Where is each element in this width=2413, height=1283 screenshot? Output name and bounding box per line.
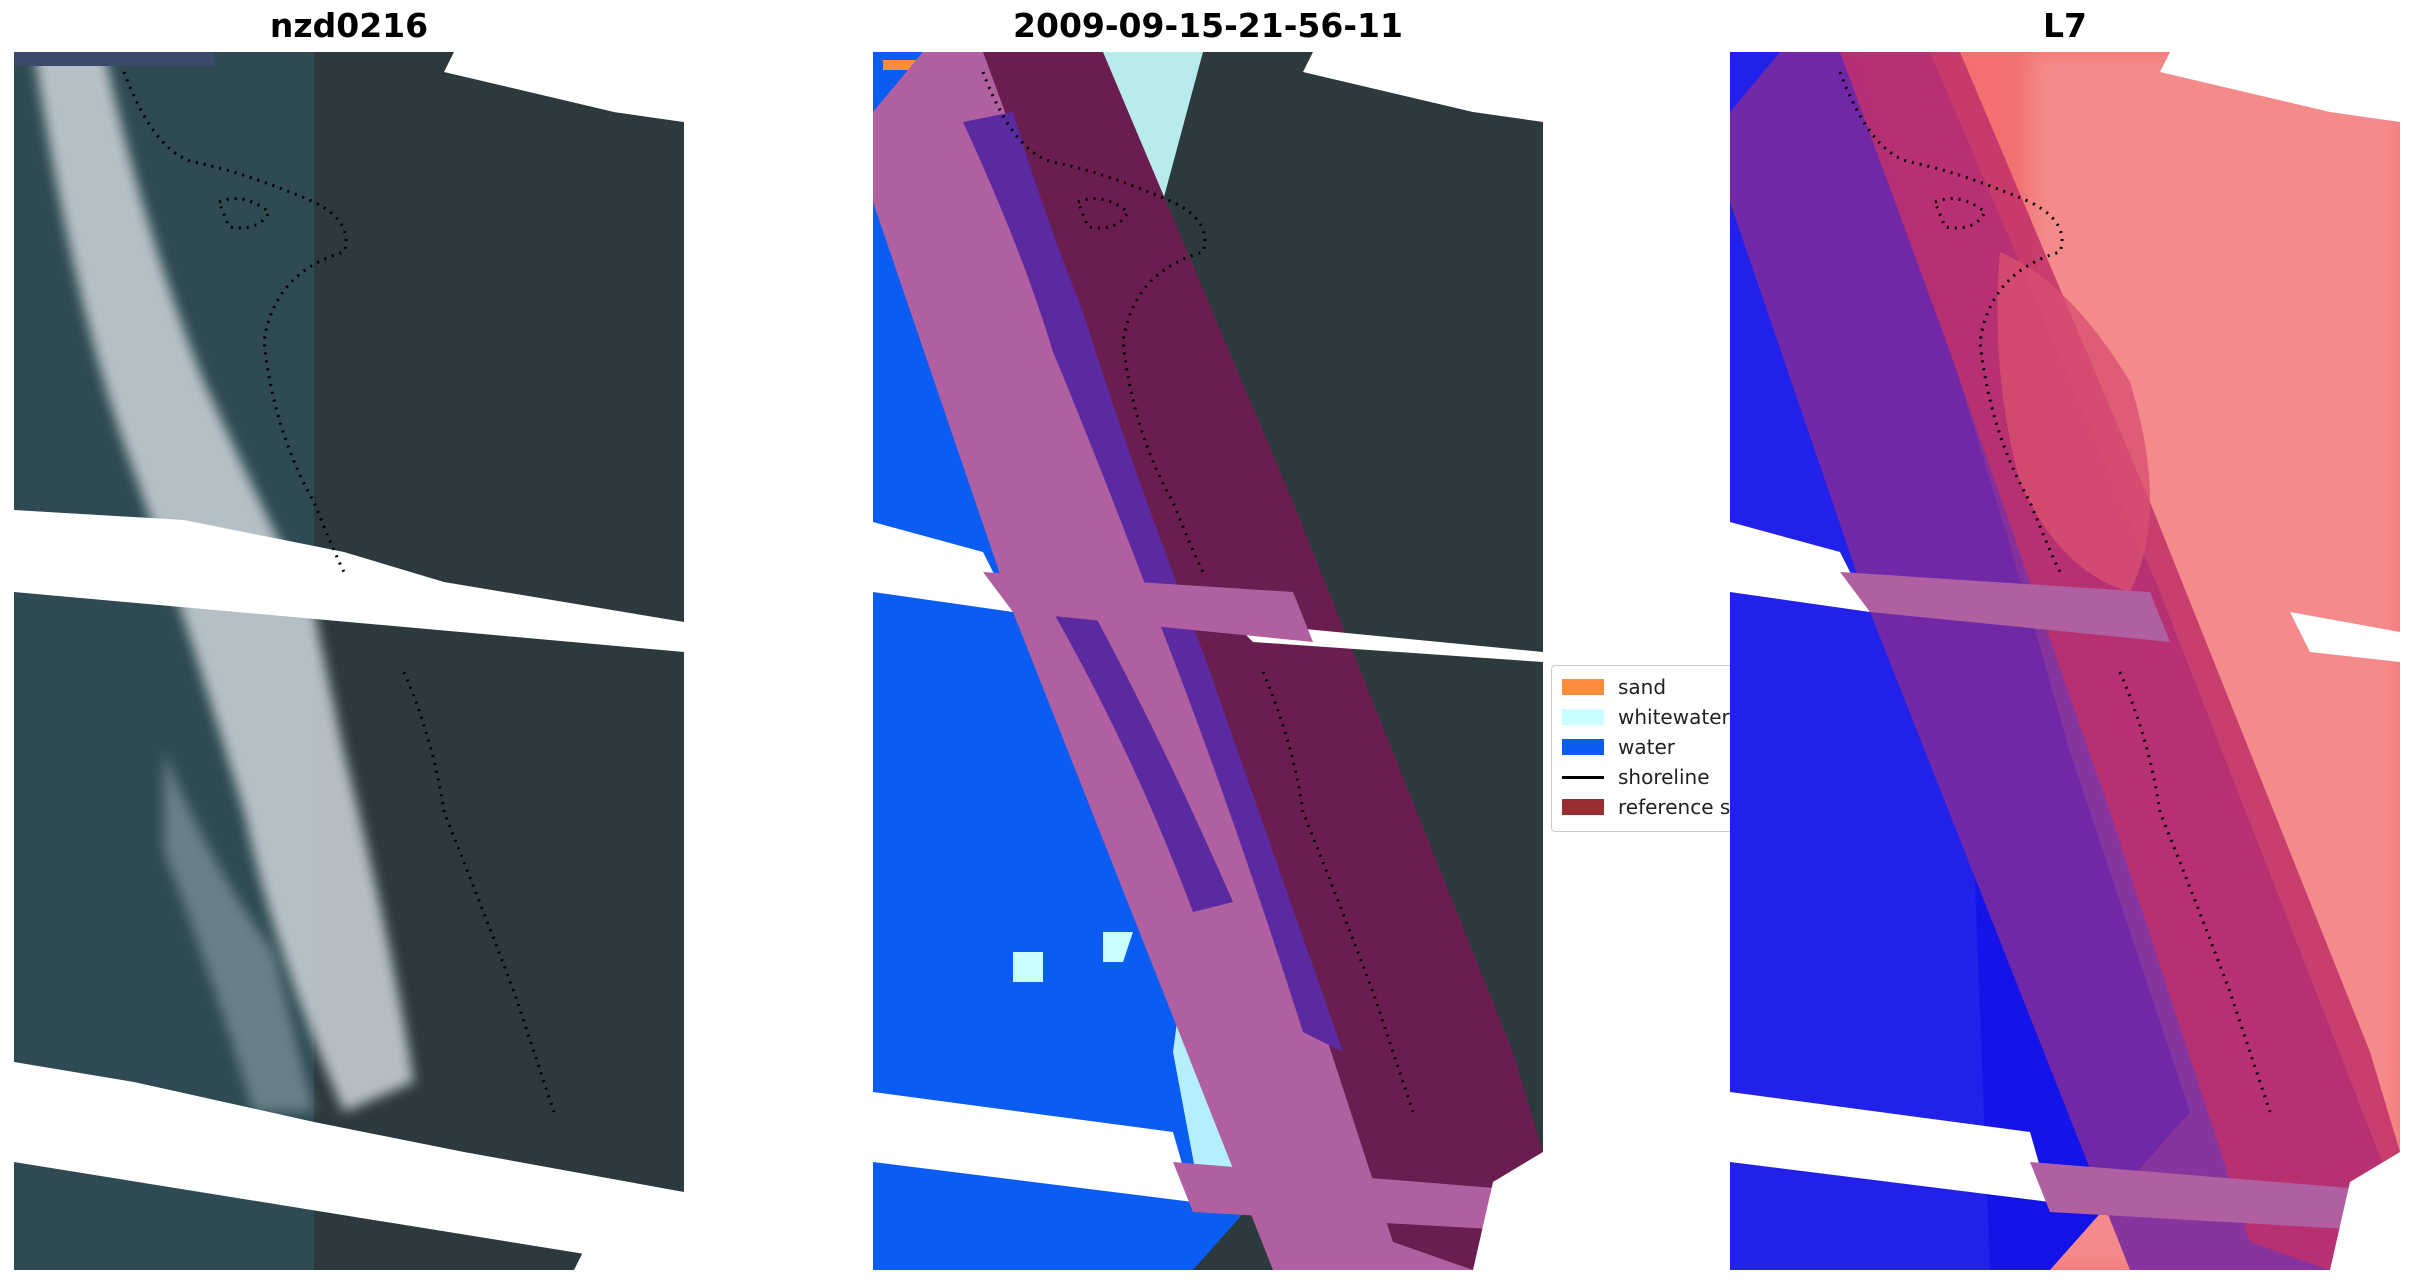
legend-label-reference: reference s [1618,795,1731,819]
legend-label-shoreline: shoreline [1618,765,1710,789]
panel-title-rgb: nzd0216 [269,6,429,45]
legend: sand whitewater water shoreline referenc… [1551,665,1733,832]
reference-swatch [1562,799,1604,815]
legend-item-shoreline: shoreline [1562,764,1710,790]
panel-title-index: L7 [2043,6,2087,45]
legend-item-whitewater: whitewater [1562,704,1730,730]
water-swatch [1562,739,1604,755]
sand-swatch [1562,679,1604,695]
shoreline-swatch [1562,775,1604,779]
index-image [1730,52,2400,1270]
legend-item-water: water [1562,734,1675,760]
legend-item-sand: sand [1562,674,1666,700]
index-panel [1730,52,2400,1270]
legend-label-water: water [1618,735,1675,759]
whitewater-swatch [1562,709,1604,725]
panel-title-classification: 2009-09-15-21-56-11 [1013,6,1403,45]
legend-label-whitewater: whitewater [1618,705,1730,729]
classification-panel [873,52,1543,1270]
legend-item-reference: reference s [1562,794,1730,820]
rgb-image-panel [14,52,684,1270]
rgb-satellite-image [14,52,684,1270]
classification-image [873,52,1543,1270]
shoreline-lower [402,671,556,1113]
legend-label-sand: sand [1618,675,1667,699]
